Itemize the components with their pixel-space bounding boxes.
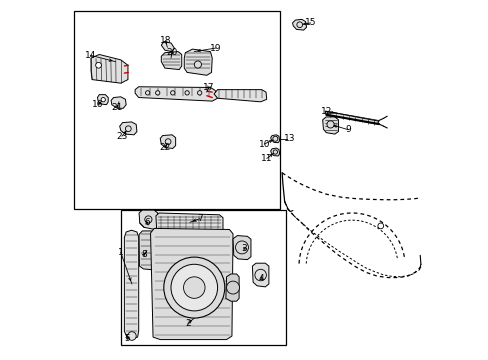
Text: 4: 4 (258, 274, 264, 283)
Circle shape (194, 61, 201, 68)
Circle shape (184, 91, 189, 95)
Circle shape (145, 91, 149, 95)
Text: 17: 17 (203, 83, 214, 92)
Polygon shape (161, 51, 182, 69)
Polygon shape (156, 213, 223, 234)
Circle shape (254, 269, 266, 281)
Circle shape (326, 121, 333, 128)
Circle shape (171, 264, 217, 311)
Bar (74, 12, 280, 209)
Circle shape (377, 223, 383, 229)
Circle shape (125, 126, 131, 132)
Polygon shape (161, 41, 174, 51)
Polygon shape (322, 117, 338, 134)
Circle shape (183, 277, 204, 298)
Text: 13: 13 (283, 134, 294, 143)
Polygon shape (120, 122, 137, 135)
Polygon shape (139, 210, 158, 229)
Text: 23: 23 (116, 132, 127, 141)
Text: 7: 7 (196, 214, 202, 223)
Circle shape (155, 91, 160, 95)
Polygon shape (233, 235, 250, 260)
Polygon shape (160, 135, 175, 148)
Circle shape (165, 139, 171, 144)
Text: 21: 21 (111, 103, 122, 112)
Text: 5: 5 (124, 334, 129, 343)
Circle shape (127, 332, 136, 340)
Circle shape (144, 216, 152, 223)
Polygon shape (325, 111, 378, 124)
Bar (121, 211, 285, 345)
Circle shape (296, 22, 302, 28)
Text: 22: 22 (159, 143, 170, 152)
Polygon shape (135, 87, 217, 101)
Circle shape (96, 62, 101, 68)
Polygon shape (111, 97, 126, 108)
Polygon shape (124, 230, 139, 338)
Text: 11: 11 (261, 154, 272, 163)
Text: 15: 15 (305, 18, 316, 27)
Polygon shape (252, 263, 268, 287)
Polygon shape (270, 135, 279, 143)
Polygon shape (91, 54, 128, 83)
Polygon shape (184, 49, 212, 75)
Text: 8: 8 (141, 250, 147, 259)
Text: 16: 16 (92, 100, 104, 109)
Circle shape (197, 91, 202, 95)
Polygon shape (139, 231, 154, 270)
Polygon shape (270, 148, 279, 156)
Circle shape (101, 98, 105, 102)
Text: 14: 14 (84, 51, 96, 60)
Circle shape (163, 257, 224, 318)
Text: 10: 10 (258, 140, 269, 149)
Text: 3: 3 (241, 244, 247, 253)
Text: 1: 1 (118, 248, 123, 257)
Polygon shape (150, 228, 233, 339)
Polygon shape (97, 95, 108, 105)
Text: 12: 12 (321, 107, 332, 116)
Text: 9: 9 (345, 125, 351, 134)
Polygon shape (225, 274, 239, 301)
Text: 19: 19 (210, 44, 221, 53)
Text: 2: 2 (184, 319, 190, 328)
Polygon shape (214, 90, 266, 102)
Circle shape (272, 136, 277, 141)
Text: 20: 20 (166, 48, 177, 57)
Circle shape (273, 150, 277, 154)
Circle shape (170, 91, 175, 95)
Text: 6: 6 (144, 218, 150, 227)
Text: 18: 18 (160, 36, 171, 45)
Circle shape (235, 241, 248, 254)
Polygon shape (292, 19, 306, 30)
Circle shape (226, 281, 239, 294)
